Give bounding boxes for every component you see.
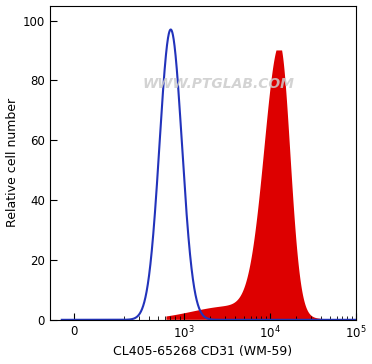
Polygon shape	[166, 51, 356, 320]
Y-axis label: Relative cell number: Relative cell number	[6, 98, 19, 227]
Text: WWW.PTGLAB.COM: WWW.PTGLAB.COM	[142, 77, 294, 91]
X-axis label: CL405-65268 CD31 (WM-59): CL405-65268 CD31 (WM-59)	[113, 345, 292, 359]
